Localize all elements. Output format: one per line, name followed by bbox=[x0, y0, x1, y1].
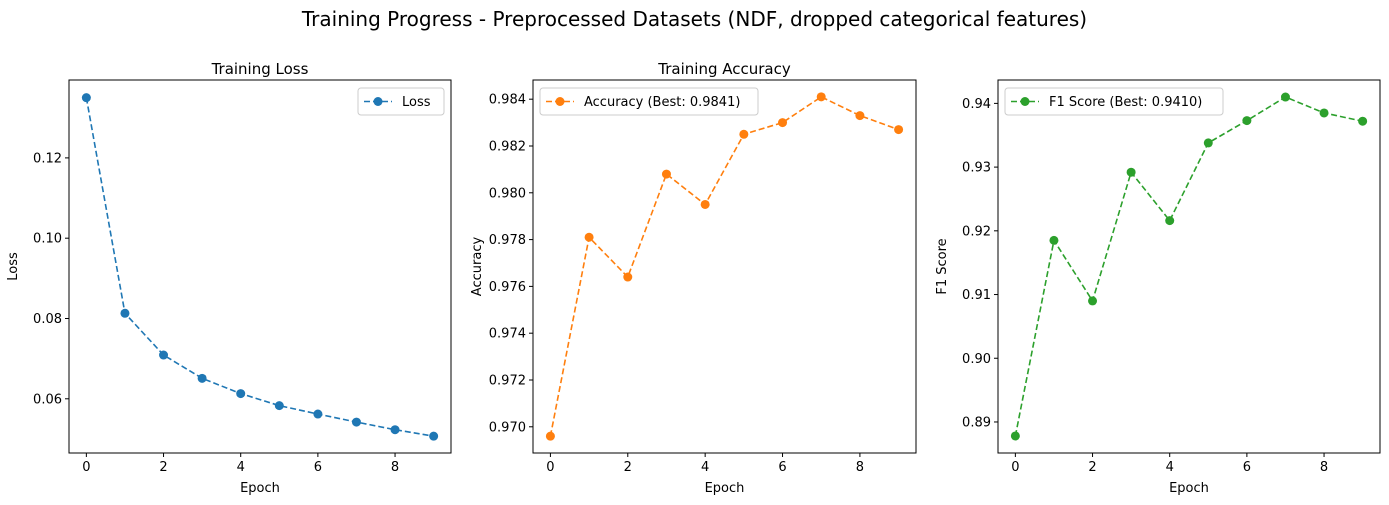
legend: F1 Score (Best: 0.9410) bbox=[1004, 87, 1224, 116]
data-point bbox=[778, 118, 788, 128]
x-tick-label: 4 bbox=[701, 460, 709, 475]
x-axis-label: Epoch bbox=[1169, 481, 1209, 496]
chart-panel-1: Training Loss 0 2 4 6 8 0.06 0.08 0.10 0.12 Epoch L… bbox=[6, 60, 452, 496]
data-point bbox=[1049, 235, 1059, 245]
data-point bbox=[236, 389, 246, 399]
chart-title: Training Loss bbox=[211, 60, 309, 78]
data-point bbox=[351, 417, 361, 427]
legend-box bbox=[539, 87, 759, 116]
y-tick-label: 0.982 bbox=[489, 139, 526, 154]
x-axis-label: Epoch bbox=[705, 481, 745, 496]
legend: Loss bbox=[357, 87, 445, 116]
legend-marker bbox=[373, 97, 383, 106]
y-tick-label: 0.92 bbox=[962, 224, 991, 239]
data-point bbox=[1010, 431, 1020, 441]
y-tick-label: 0.980 bbox=[489, 186, 526, 201]
y-tick-label: 0.89 bbox=[962, 415, 991, 430]
x-tick-label: 6 bbox=[314, 460, 322, 475]
data-point bbox=[429, 431, 439, 441]
data-point bbox=[894, 125, 904, 135]
data-point bbox=[274, 401, 284, 411]
data-point bbox=[1088, 296, 1098, 306]
legend-entry: F1 Score (Best: 0.9410) bbox=[1049, 95, 1202, 110]
x-tick-label: 4 bbox=[237, 460, 245, 475]
data-point bbox=[390, 425, 400, 435]
data-point bbox=[1165, 216, 1175, 226]
y-tick-label: 0.06 bbox=[33, 392, 62, 407]
data-point bbox=[1319, 108, 1329, 118]
x-tick-label: 8 bbox=[1320, 460, 1328, 475]
legend-entry: Loss bbox=[402, 95, 431, 110]
y-tick-label: 0.984 bbox=[489, 93, 526, 108]
legend-box bbox=[1004, 87, 1224, 116]
data-point bbox=[120, 308, 130, 318]
series-line bbox=[85, 97, 434, 437]
x-tick-label: 4 bbox=[1166, 460, 1174, 475]
data-point bbox=[545, 431, 555, 441]
chart-panel-3: 0 2 4 6 8 0.89 0.90 0.91 0.92 0.93 0.94 Epoch F1 Sco… bbox=[935, 79, 1381, 496]
legend: Accuracy (Best: 0.9841) bbox=[539, 87, 759, 116]
y-axis-label: F1 Score bbox=[935, 238, 950, 294]
data-point bbox=[1358, 116, 1368, 126]
y-tick-label: 0.976 bbox=[489, 280, 526, 295]
y-tick-label: 0.93 bbox=[962, 161, 991, 176]
y-tick-label: 0.10 bbox=[33, 232, 62, 247]
x-tick-label: 8 bbox=[856, 460, 864, 475]
series-line bbox=[549, 95, 899, 437]
x-tick-label: 2 bbox=[1088, 460, 1096, 475]
figure-title: Training Progress - Preprocessed Dataset… bbox=[301, 7, 1087, 31]
x-tick-label: 2 bbox=[159, 460, 167, 475]
y-tick-label: 0.974 bbox=[489, 327, 526, 342]
legend-marker bbox=[555, 97, 565, 106]
chart-title: Training Accuracy bbox=[657, 60, 791, 78]
data-point bbox=[855, 111, 865, 121]
y-axis-label: Accuracy bbox=[470, 237, 485, 297]
x-axis-label: Epoch bbox=[240, 481, 280, 496]
data-point bbox=[739, 129, 749, 139]
y-tick-label: 0.91 bbox=[962, 288, 991, 303]
data-point bbox=[700, 199, 710, 209]
x-tick-label: 0 bbox=[546, 460, 554, 475]
axes-frame bbox=[532, 79, 917, 454]
legend-entry: Accuracy (Best: 0.9841) bbox=[584, 95, 740, 110]
data-point bbox=[1280, 92, 1290, 102]
legend-marker bbox=[1020, 97, 1030, 106]
y-axis-label: Loss bbox=[6, 252, 21, 281]
x-tick-label: 2 bbox=[624, 460, 632, 475]
x-tick-label: 0 bbox=[82, 460, 90, 475]
data-point bbox=[1203, 138, 1213, 148]
x-tick-label: 6 bbox=[1243, 460, 1251, 475]
axes-frame bbox=[68, 79, 452, 454]
data-point bbox=[661, 169, 671, 179]
data-point bbox=[197, 373, 207, 383]
y-tick-label: 0.978 bbox=[489, 233, 526, 248]
chart-panel-2: Training Accuracy 0 2 4 6 8 0.970 0.972 0.974 0.9… bbox=[470, 60, 917, 496]
axes-frame bbox=[997, 79, 1381, 454]
y-tick-label: 0.972 bbox=[489, 373, 526, 388]
data-point bbox=[1126, 167, 1136, 177]
data-point bbox=[816, 92, 826, 102]
legend-box bbox=[357, 87, 445, 116]
x-tick-label: 8 bbox=[391, 460, 399, 475]
y-tick-label: 0.90 bbox=[962, 352, 991, 367]
data-point bbox=[159, 350, 169, 360]
y-tick-label: 0.970 bbox=[489, 420, 526, 435]
y-tick-label: 0.12 bbox=[33, 151, 62, 166]
data-point bbox=[313, 409, 323, 419]
data-point bbox=[584, 232, 594, 242]
series-line bbox=[1014, 96, 1363, 437]
x-tick-label: 6 bbox=[778, 460, 786, 475]
data-point bbox=[623, 272, 633, 282]
x-tick-label: 0 bbox=[1011, 460, 1019, 475]
y-tick-label: 0.94 bbox=[962, 97, 991, 112]
y-tick-label: 0.08 bbox=[33, 312, 62, 327]
data-point bbox=[1242, 116, 1252, 126]
data-point bbox=[81, 93, 91, 103]
